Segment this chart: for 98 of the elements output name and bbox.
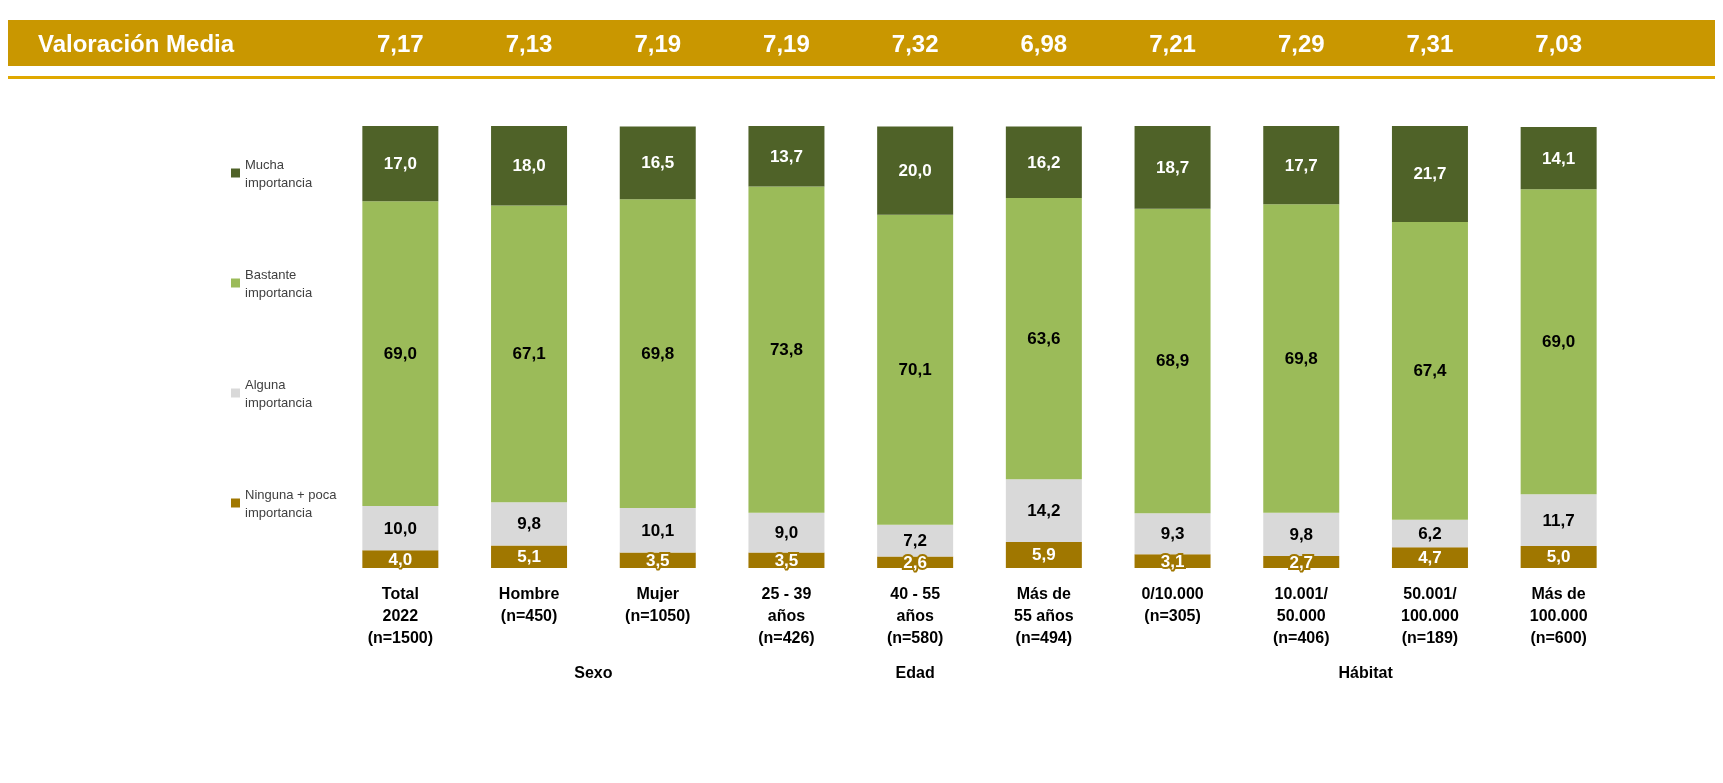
data-label: 11,7: [1542, 510, 1575, 530]
data-label: 3,5: [645, 550, 670, 570]
text: 7,21: [1149, 29, 1196, 57]
bar: [362, 201, 439, 507]
data-label: 9,8: [1289, 524, 1314, 544]
bar: [1005, 479, 1082, 542]
x-tick-label: 10.001/ 50.000 (n=406): [1273, 584, 1330, 646]
bar: [1134, 208, 1211, 514]
text: 7,13: [505, 29, 553, 57]
data-label: 2,6: [903, 552, 927, 572]
data-label: 9,8: [517, 514, 541, 534]
data-label: 68,9: [1156, 351, 1190, 371]
bar: [362, 506, 439, 551]
data-label: 14,2: [1027, 501, 1061, 521]
bar: [362, 126, 439, 202]
x-tick-label: 40 - 55 años (n=580): [886, 584, 944, 646]
data-label: 9,0: [774, 523, 799, 543]
text: Hábitat: [1338, 663, 1394, 681]
data-label: 18,0: [512, 156, 546, 176]
text: 7,31: [1406, 29, 1454, 57]
text: 7,19: [634, 29, 682, 57]
data-label: 69,0: [1542, 332, 1576, 352]
data-label: 14,1: [1542, 148, 1576, 168]
data-label: 4,0: [388, 549, 413, 569]
bar: [1520, 126, 1597, 190]
bar: [748, 186, 825, 513]
legend-label: Mucha importancia: [245, 156, 313, 190]
data-label: 3,1: [1160, 551, 1185, 571]
data-label: 13,7: [769, 146, 803, 166]
bar: [877, 524, 954, 557]
x-tick-label: Total 2022 (n=1500): [367, 584, 434, 646]
data-label: 73,8: [769, 340, 803, 360]
data-label: 16,5: [641, 153, 675, 173]
bar: [1134, 513, 1211, 555]
bar: [1005, 198, 1082, 480]
data-label: 2,7: [1289, 552, 1314, 572]
text: 7,32: [891, 29, 939, 57]
bar: [491, 205, 568, 503]
x-tick-label: 0/10.000 (n=305): [1141, 584, 1204, 624]
data-label: 3,5: [774, 550, 799, 570]
bar: [491, 502, 568, 546]
bar: [1520, 189, 1597, 495]
data-label: 18,7: [1156, 157, 1190, 177]
x-tick-label: Más de 55 años (n=494): [1014, 584, 1074, 646]
x-tick-label: Mujer (n=1050): [625, 584, 691, 624]
bar: [491, 126, 568, 206]
data-label: 7,2: [903, 531, 927, 551]
data-label: 17,7: [1284, 155, 1318, 175]
data-label: 9,3: [1160, 524, 1185, 544]
text: 7,19: [763, 29, 810, 57]
data-label: 10,1: [641, 520, 675, 540]
data-label: 16,2: [1027, 152, 1061, 172]
data-label: 10,0: [383, 518, 417, 538]
data-label: 20,0: [898, 161, 932, 181]
bar: [1005, 126, 1082, 199]
data-label: 70,1: [898, 360, 932, 380]
data-label: 17,0: [383, 154, 417, 174]
data-label: 21,7: [1413, 164, 1447, 184]
text: 7,29: [1277, 29, 1325, 57]
data-label: 69,0: [383, 344, 417, 364]
data-label: 67,4: [1413, 361, 1448, 381]
text: 7,17: [376, 29, 424, 57]
data-label: 63,6: [1027, 329, 1061, 349]
bar: [1263, 126, 1340, 205]
bar: [1391, 126, 1468, 222]
bar: [1520, 494, 1597, 546]
data-label: 6,2: [1418, 524, 1442, 544]
legend-label: Bastante importancia: [245, 266, 313, 300]
data-label: 5,0: [1546, 547, 1571, 567]
data-label: 5,1: [517, 547, 541, 567]
bar: [877, 214, 954, 525]
data-label: 4,7: [1418, 548, 1442, 568]
bar: [877, 126, 954, 215]
bar: [748, 512, 825, 553]
x-tick-label: 25 - 39 años (n=426): [758, 584, 815, 646]
data-label: 69,8: [1284, 348, 1318, 368]
x-tick-label: Hombre (n=450): [498, 584, 560, 624]
bar: [619, 199, 696, 508]
bar: [1263, 204, 1340, 513]
bar: [1134, 126, 1211, 209]
bar: [1391, 519, 1468, 548]
bar: [619, 507, 696, 553]
text: Valoración Media: [38, 29, 235, 57]
x-tick-label: Más de 100.000 (n=600): [1529, 584, 1588, 646]
text: Edad: [895, 663, 935, 681]
text: 6,98: [1020, 29, 1068, 57]
bar: [1263, 512, 1340, 557]
legend-label: Alguna importancia: [245, 376, 313, 410]
bar: [619, 126, 696, 200]
bar: [748, 126, 825, 187]
legend-label: Ninguna + poca importancia: [245, 486, 338, 520]
text: Sexo: [574, 663, 613, 681]
x-tick-label: 50.001/ 100.000 (n=189): [1401, 584, 1459, 646]
bar: [1391, 221, 1468, 520]
text: 7,03: [1535, 29, 1583, 57]
data-label: 69,8: [641, 344, 675, 364]
data-label: 5,9: [1032, 545, 1056, 565]
data-label: 67,1: [512, 344, 546, 364]
